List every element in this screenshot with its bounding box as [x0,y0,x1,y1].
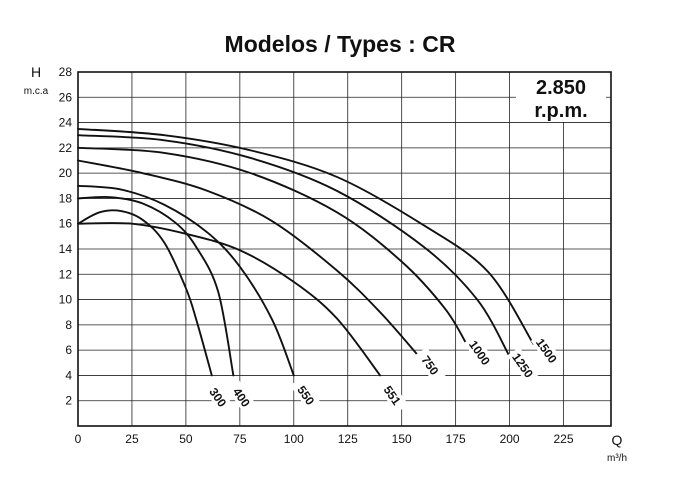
speed-unit: r.p.m. [534,100,587,122]
y-tick-label: 14 [59,242,73,256]
y-tick-label: 8 [65,318,72,332]
curve-1000 [77,146,468,345]
x-tick-label: 225 [554,432,574,446]
chart-title: Modelos / Types : CR [225,31,456,57]
x-tick-label: 150 [392,432,412,446]
x-tick-label: 100 [284,432,304,446]
y-tick-label: 12 [59,267,73,281]
x-tick-label: 200 [500,432,520,446]
axis-ticks: 0 25 50 75 100 125 150 175 200 225246810121416182… [59,65,574,446]
curve-label-bg [225,378,258,416]
y-tick-label: 16 [59,217,73,231]
curve-label-bg [530,332,563,369]
y-tick-label: 28 [59,65,73,79]
x-tick-label: 175 [446,432,466,446]
curve-label-bg [414,346,447,384]
curve-1250 [77,134,511,358]
x-tick-label: 50 [179,432,193,446]
y-tick-label: 6 [65,343,72,357]
curve-label-bg [463,334,496,371]
x-tick-label: 0 [75,432,82,446]
x-tick-label: 75 [233,432,247,446]
curve-551 [77,222,382,377]
curve-750 [77,159,420,358]
x-axis-label: Q [612,432,623,448]
x-axis-unit: m³/h [607,453,627,464]
y-axis-unit: m.c.a [24,86,49,97]
pump-curves [77,127,535,377]
y-tick-label: 26 [59,90,73,104]
curve-label-bg [202,378,235,416]
curve-label-bg [290,376,323,414]
curve-1500 [77,127,535,345]
plot-frame [77,71,612,427]
curve-label-bg [507,346,539,384]
curve-label-bg [376,376,409,414]
y-tick-label: 2 [65,394,72,408]
speed-box-bg [516,72,606,122]
curve-300 [77,209,213,377]
y-tick-label: 18 [59,191,73,205]
y-tick-label: 20 [59,166,73,180]
y-tick-label: 24 [59,116,73,130]
y-tick-label: 4 [65,368,72,382]
x-tick-label: 125 [338,432,358,446]
speed-value: 2.850 [536,77,586,99]
x-tick-label: 25 [125,432,139,446]
curve-400 [77,196,235,377]
y-tick-label: 10 [59,293,73,307]
curve-550 [77,184,295,377]
y-axis-label: H [31,64,41,80]
y-tick-label: 22 [59,141,73,155]
